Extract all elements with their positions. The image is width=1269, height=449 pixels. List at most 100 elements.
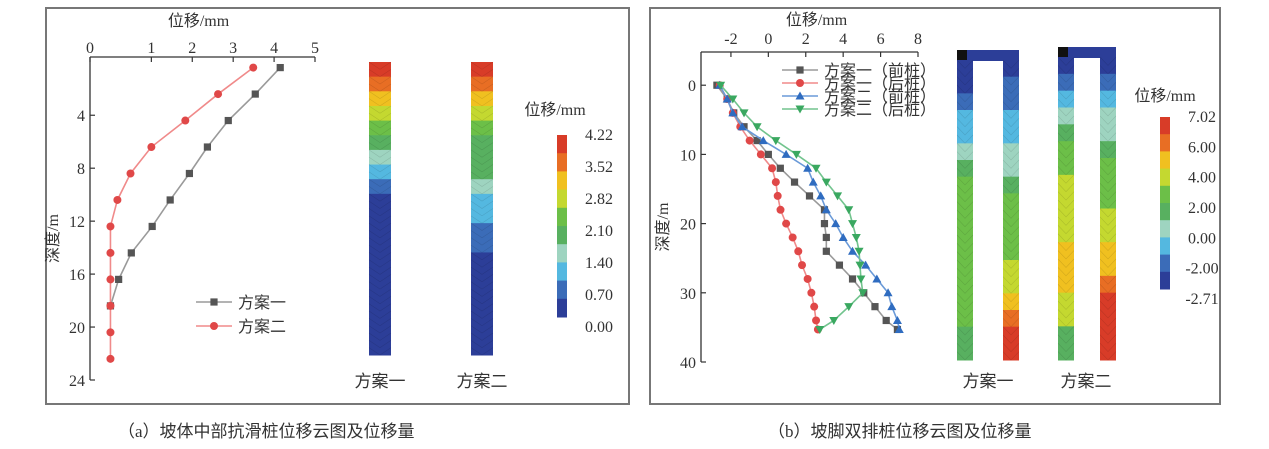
colorbar-label: 2.82 (585, 191, 613, 208)
contour-band (471, 208, 493, 224)
data-point-b-2 (872, 274, 882, 283)
contour-band-front (1058, 292, 1074, 310)
mesh-line (956, 251, 974, 261)
data-point-b-0 (805, 192, 814, 200)
mesh-line (1099, 107, 1117, 117)
series-line-b-3 (720, 84, 864, 331)
colorbar-segment (1160, 203, 1170, 221)
mesh-line (1002, 193, 1020, 203)
data-point-a-0 (276, 63, 284, 72)
data-point-b-2 (758, 136, 768, 145)
contour-band (369, 223, 391, 239)
mesh-line (470, 178, 494, 187)
contour-band (471, 223, 493, 239)
series-b-1 (715, 81, 822, 334)
mesh-line (368, 98, 392, 107)
y-tick-label-a: 24 (69, 373, 85, 390)
data-point-b-2 (803, 163, 813, 172)
mesh-line (1002, 126, 1020, 136)
contour-band (369, 267, 391, 283)
mesh-line (368, 303, 392, 312)
contour-band (369, 208, 391, 224)
contour-band-front (957, 293, 973, 311)
contour-band (471, 296, 493, 312)
data-point-b-1 (812, 316, 821, 325)
mesh-line (1057, 82, 1075, 92)
contour-band (471, 62, 493, 78)
data-point-b-1 (773, 191, 782, 200)
legend-label: 方案二（后桩） (824, 101, 936, 119)
data-point-a-0 (251, 90, 259, 98)
contour-band (369, 164, 391, 180)
data-point-b-2 (737, 122, 747, 131)
mesh-line (1099, 309, 1117, 319)
data-point-b-3 (791, 150, 801, 159)
contour-band-rear (1100, 208, 1116, 226)
cap-beam (1058, 47, 1116, 58)
mesh-line (956, 351, 974, 361)
mesh-line (1002, 284, 1020, 294)
mesh-line (470, 76, 494, 85)
contour-band-front (1058, 309, 1074, 327)
mesh-line (1057, 132, 1075, 142)
mesh-line (1057, 267, 1075, 277)
contour-band (471, 267, 493, 283)
data-point-b-3 (815, 325, 825, 334)
mesh-line (368, 76, 392, 85)
x-tick-label-a: 1 (147, 40, 155, 57)
mesh-line (368, 135, 392, 143)
y-tick-label-b: 0 (688, 78, 696, 95)
mesh-line (956, 259, 974, 269)
contour-band (369, 120, 391, 136)
mesh-line (470, 120, 494, 129)
colorbar-segment (1160, 151, 1170, 170)
mesh-line (1057, 334, 1075, 344)
contour-band-rear (1100, 124, 1116, 142)
mesh-line (470, 288, 494, 297)
mesh-line (1099, 115, 1117, 125)
mesh-line (1099, 191, 1117, 201)
contour-band-rear (1100, 174, 1116, 193)
mesh-line (1099, 216, 1117, 226)
contour-band (471, 252, 493, 268)
contour-band-front (957, 126, 973, 144)
mesh-line (1002, 168, 1020, 178)
mesh-line (1057, 309, 1075, 319)
legend-item-b-0: 方案一（前桩） (782, 62, 936, 80)
mesh-line (1057, 342, 1075, 353)
legend-label: 方案一 (238, 294, 286, 312)
data-point-b-0 (790, 178, 799, 186)
contour-band-front (957, 110, 973, 128)
mesh-line (1099, 250, 1117, 260)
data-point-b-0 (764, 150, 772, 159)
data-point-b-3 (739, 109, 749, 118)
data-point-b-1 (810, 302, 819, 311)
contour-band-front (1058, 242, 1074, 260)
contour-band (369, 311, 391, 327)
mesh-line (1002, 218, 1020, 228)
contour-band-front (957, 76, 973, 94)
contour-band-rear (1003, 210, 1019, 228)
legend-marker (796, 66, 804, 74)
mesh-line (1002, 309, 1020, 319)
mesh-line (368, 274, 392, 283)
colorbar-segment (557, 298, 567, 318)
mesh-line (368, 120, 392, 129)
contour-band-rear (1003, 93, 1019, 111)
contour-band (369, 340, 391, 356)
mesh-line (470, 91, 494, 99)
mesh-line (1057, 199, 1075, 209)
data-point-b-1 (788, 233, 797, 242)
mesh-line (1057, 157, 1075, 167)
legend-label: 方案二（前桩） (824, 88, 936, 106)
mesh-line (1099, 56, 1117, 66)
contour-band-front (1058, 275, 1074, 294)
mesh-line (956, 176, 974, 186)
mesh-line (1099, 258, 1117, 268)
colorbar-segment (557, 207, 567, 227)
data-point-b-1 (782, 219, 791, 228)
mesh-line (1057, 149, 1075, 159)
x-tick-label-a: 3 (229, 40, 237, 57)
x-tick-label-b: 4 (839, 31, 847, 48)
legend-item-b-2: 方案二（前桩） (782, 88, 936, 106)
